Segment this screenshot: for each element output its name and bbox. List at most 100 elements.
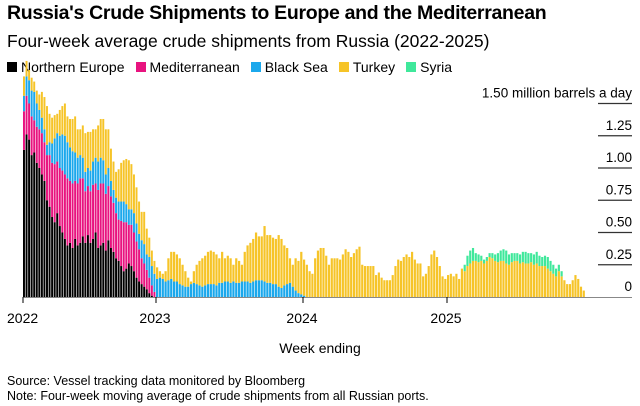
bar-turkey bbox=[386, 280, 389, 297]
bar-northern-europe bbox=[40, 174, 43, 297]
bar-turkey bbox=[158, 271, 162, 278]
bar-turkey bbox=[524, 263, 527, 297]
bar-turkey bbox=[76, 129, 79, 158]
bar-turkey bbox=[355, 249, 358, 297]
bar-turkey bbox=[294, 258, 297, 291]
legend-swatch bbox=[338, 62, 349, 72]
bar-black-sea bbox=[164, 281, 167, 297]
bar-syria bbox=[527, 253, 530, 264]
bar-syria bbox=[546, 257, 549, 269]
bar-northern-europe bbox=[107, 240, 110, 297]
bar-turkey bbox=[94, 129, 97, 158]
bar-syria bbox=[557, 264, 560, 272]
bar-black-sea bbox=[33, 91, 36, 121]
bar-northern-europe bbox=[148, 293, 151, 297]
bar-northern-europe bbox=[109, 247, 112, 297]
bar-syria bbox=[513, 253, 516, 261]
bar-black-sea bbox=[104, 174, 107, 194]
bar-northern-europe bbox=[145, 289, 148, 297]
bar-turkey bbox=[112, 161, 115, 190]
bar-black-sea bbox=[297, 293, 300, 297]
bar-turkey bbox=[582, 290, 585, 297]
bar-black-sea bbox=[260, 280, 263, 297]
bar-mediterranean bbox=[61, 170, 64, 233]
bar-black-sea bbox=[181, 285, 184, 297]
bar-turkey bbox=[215, 254, 218, 286]
bar-mediterranean bbox=[127, 224, 130, 264]
bar-black-sea bbox=[109, 180, 112, 197]
bar-syria bbox=[494, 254, 497, 261]
legend-swatch bbox=[135, 62, 146, 72]
bar-black-sea bbox=[291, 286, 294, 297]
bar-black-sea bbox=[271, 284, 275, 297]
bar-northern-europe bbox=[46, 200, 48, 297]
bar-turkey bbox=[43, 97, 46, 130]
x-tick-label: 2022 bbox=[7, 310, 38, 326]
bar-turkey bbox=[184, 271, 187, 287]
bar-mediterranean bbox=[125, 222, 128, 269]
bar-turkey bbox=[413, 259, 416, 297]
bar-turkey bbox=[198, 260, 201, 286]
bar-turkey bbox=[74, 116, 77, 153]
bar-turkey bbox=[104, 129, 107, 175]
bar-mediterranean bbox=[120, 220, 123, 267]
bar-black-sea bbox=[74, 152, 77, 181]
bar-syria bbox=[516, 253, 519, 261]
bar-turkey bbox=[288, 258, 292, 283]
bar-black-sea bbox=[43, 129, 46, 143]
bar-northern-europe bbox=[76, 245, 79, 297]
bar-mediterranean bbox=[79, 178, 82, 243]
y-tick-label: 1.50 million barrels a day bbox=[482, 86, 632, 101]
bar-black-sea bbox=[178, 284, 181, 297]
bar-turkey bbox=[28, 69, 31, 81]
bar-syria bbox=[530, 253, 533, 263]
bar-northern-europe bbox=[143, 286, 146, 297]
bar-northern-europe bbox=[130, 266, 133, 297]
bar-black-sea bbox=[81, 157, 84, 179]
bar-turkey bbox=[358, 246, 361, 297]
bar-turkey bbox=[40, 91, 43, 118]
bar-black-sea bbox=[206, 284, 210, 297]
chart-title: Russia's Crude Shipments to Europe and t… bbox=[7, 2, 547, 24]
bar-black-sea bbox=[89, 170, 92, 192]
bar-turkey bbox=[336, 258, 339, 297]
bar-turkey bbox=[375, 275, 378, 297]
bar-turkey bbox=[483, 263, 486, 297]
bar-turkey bbox=[221, 251, 224, 283]
bar-turkey bbox=[69, 118, 71, 148]
bar-black-sea bbox=[132, 213, 135, 233]
bar-turkey bbox=[361, 264, 364, 297]
y-tick-label: 0.25 bbox=[606, 247, 632, 262]
bar-turkey bbox=[369, 266, 372, 297]
bar-black-sea bbox=[86, 168, 89, 187]
bar-syria bbox=[552, 264, 555, 274]
bar-turkey bbox=[143, 211, 146, 245]
bar-turkey bbox=[209, 250, 212, 285]
bar-northern-europe bbox=[35, 162, 38, 297]
bar-turkey bbox=[206, 251, 210, 285]
bar-black-sea bbox=[277, 286, 280, 297]
bar-mediterranean bbox=[33, 120, 36, 153]
bar-northern-europe bbox=[74, 238, 77, 297]
bar-black-sea bbox=[53, 138, 56, 165]
bar-turkey bbox=[491, 258, 494, 297]
bar-northern-europe bbox=[125, 268, 128, 297]
bar-turkey bbox=[363, 266, 367, 297]
bar-turkey bbox=[201, 258, 204, 287]
bar-turkey bbox=[170, 251, 173, 279]
bar-black-sea bbox=[107, 168, 110, 187]
bar-black-sea bbox=[30, 90, 33, 117]
bar-turkey bbox=[543, 266, 547, 297]
bar-black-sea bbox=[140, 240, 143, 259]
bar-turkey bbox=[394, 266, 397, 297]
bar-turkey bbox=[458, 278, 461, 297]
bar-syria bbox=[466, 255, 469, 267]
bar-black-sea bbox=[300, 294, 303, 297]
bar-turkey bbox=[502, 260, 505, 297]
bar-black-sea bbox=[215, 285, 218, 297]
bar-turkey bbox=[122, 160, 125, 202]
bar-turkey bbox=[138, 201, 141, 234]
bar-black-sea bbox=[263, 281, 266, 297]
bar-turkey bbox=[316, 250, 320, 297]
bar-turkey bbox=[51, 117, 54, 144]
